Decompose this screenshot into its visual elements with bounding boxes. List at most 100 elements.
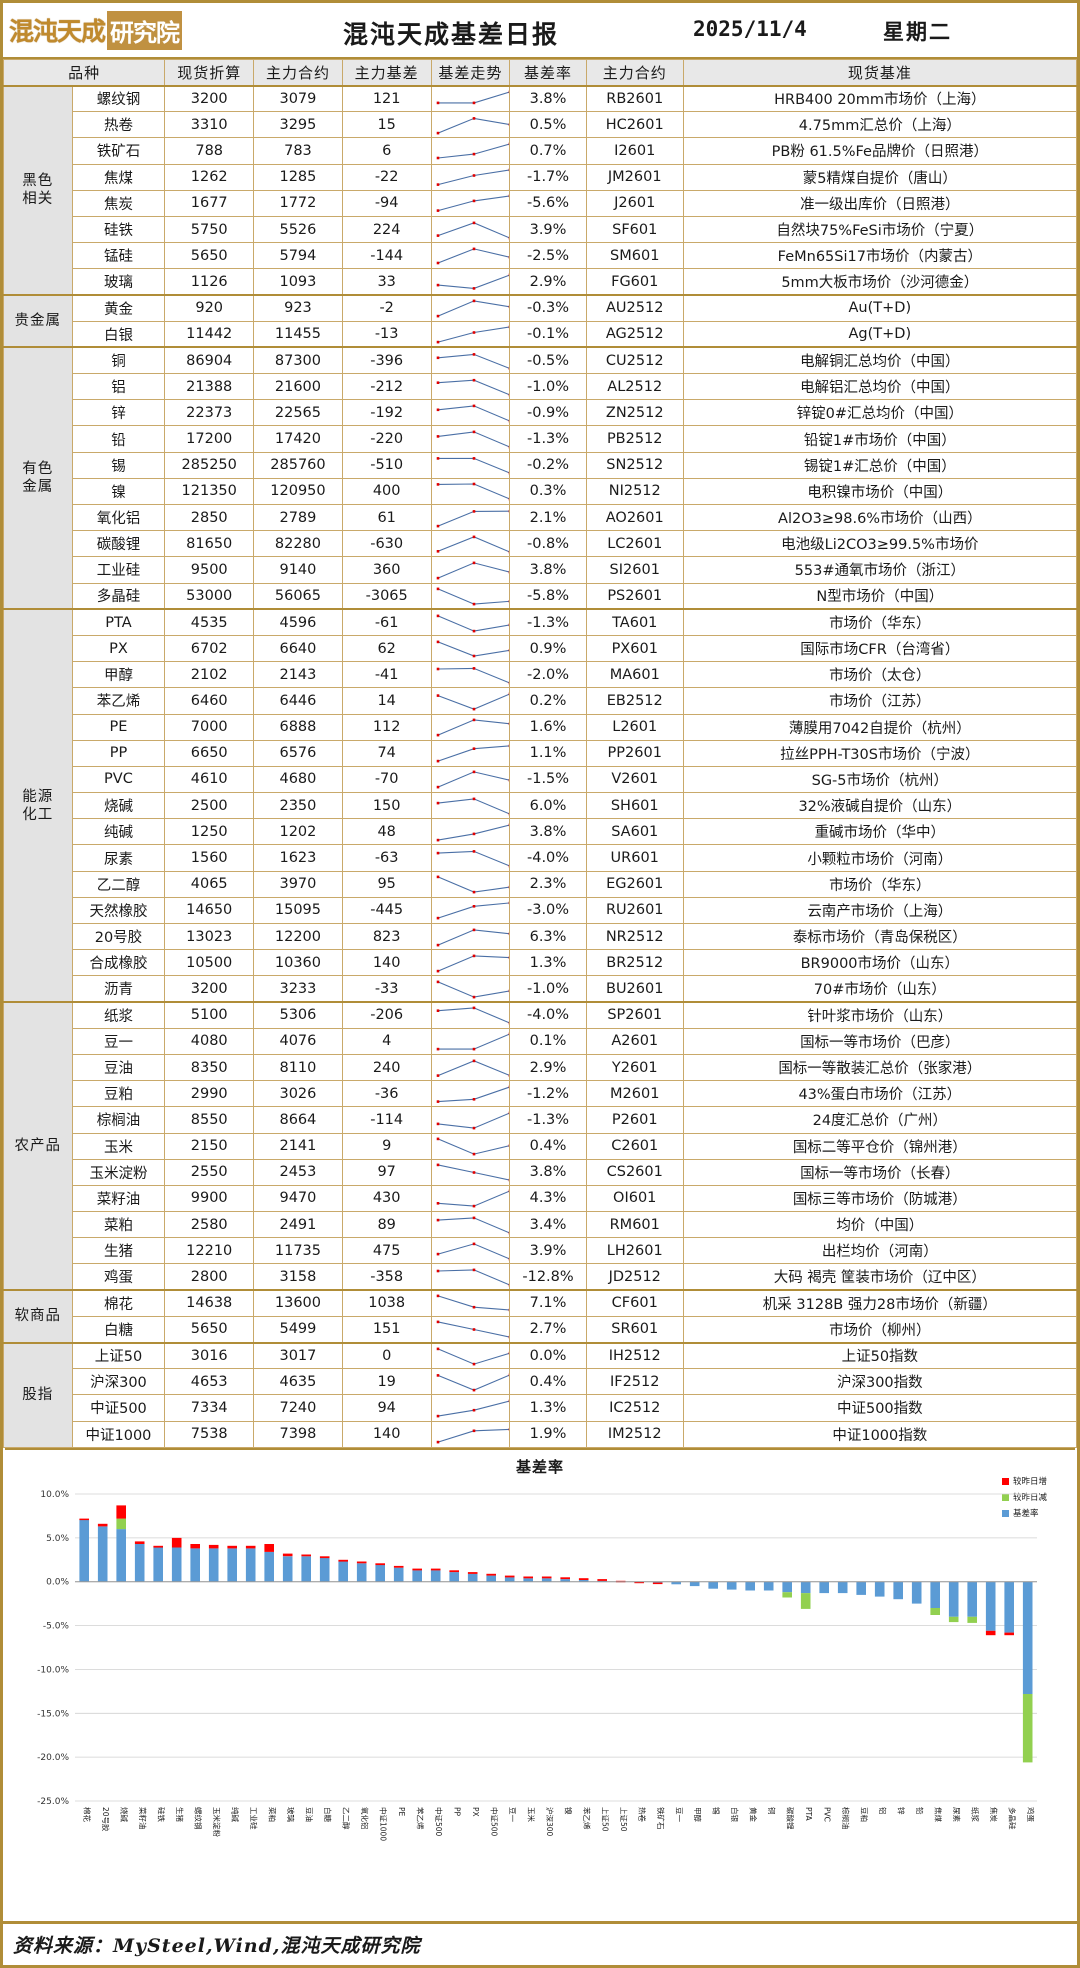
- variety-name: 豆粕: [71, 1080, 166, 1108]
- spot-benchmark: 重碱市场价（华中）: [682, 818, 1078, 846]
- basis-rate: -0.9%: [509, 399, 587, 427]
- basis-rate: 3.9%: [509, 215, 587, 244]
- legend-item-1: 较昨日减: [1001, 1490, 1047, 1506]
- spot-benchmark: 锡锭1#汇总价（中国）: [682, 451, 1078, 479]
- svg-text:-5.0%: -5.0%: [43, 1621, 70, 1631]
- contract-code: PB2512: [585, 425, 684, 453]
- spot-price: 8550: [164, 1106, 255, 1134]
- variety-name: 生猪: [71, 1237, 166, 1265]
- table-row: 锡 285250 285760 -510 -0.2% SN2512 锡锭1#汇总价（中国）: [4, 451, 1078, 479]
- basis-rate: 1.1%: [509, 739, 587, 767]
- main-basis: 112: [341, 713, 432, 741]
- variety-name: 玉米: [71, 1132, 166, 1160]
- svg-text:多晶硅: 多晶硅: [1007, 1807, 1017, 1830]
- contract-code: LC2601: [585, 530, 684, 558]
- spot-benchmark: Au(T+D): [682, 293, 1078, 322]
- source-footer: 资料来源：MySteel,Wind,混沌天成研究院: [3, 1921, 1077, 1965]
- spot-price: 3200: [164, 975, 255, 1003]
- spot-benchmark: 电积镍市场价（中国）: [682, 477, 1078, 506]
- svg-text:热卷: 热卷: [637, 1807, 647, 1823]
- spot-price: 11442: [164, 320, 255, 348]
- main-basis: -206: [341, 1001, 432, 1029]
- contract-code: L2601: [585, 713, 684, 741]
- spot-price: 7538: [164, 1420, 255, 1448]
- main-contract-price: 3017: [253, 1341, 343, 1370]
- main-basis: -22: [341, 163, 432, 191]
- contract-code: RU2601: [585, 896, 684, 925]
- group-label-0: 黑色 相关: [3, 84, 73, 296]
- basis-rate: 1.3%: [509, 1394, 587, 1422]
- contract-code: CS2601: [585, 1158, 684, 1186]
- table-row: 菜粕 2580 2491 89 3.4% RM601 均价（中国）: [4, 1211, 1078, 1239]
- variety-name: 菜粕: [71, 1211, 166, 1239]
- main-basis: 9: [341, 1132, 432, 1160]
- spot-price: 13023: [164, 922, 255, 951]
- group-label-5: 软商品: [3, 1289, 73, 1344]
- variety-name: 锌: [71, 399, 166, 427]
- main-contract-price: 1202: [253, 818, 343, 846]
- spot-benchmark: 准一级出库价（日照港）: [682, 189, 1078, 217]
- spot-benchmark: 电解铜汇总均价（中国）: [682, 346, 1078, 375]
- variety-name: 多晶硅: [71, 582, 166, 610]
- main-contract-price: 11455: [253, 320, 343, 348]
- contract-code: SR601: [585, 1315, 684, 1344]
- main-basis: 48: [341, 818, 432, 846]
- spot-price: 4653: [164, 1368, 255, 1396]
- spot-benchmark: PB粉 61.5%Fe品牌价（日照港）: [682, 137, 1078, 165]
- basis-trend-sparkline: [430, 713, 511, 741]
- basis-trend-sparkline: [430, 1315, 511, 1344]
- variety-name: PE: [71, 713, 166, 741]
- basis-rate: 0.3%: [509, 477, 587, 506]
- contract-code: RB2601: [585, 84, 684, 113]
- spot-benchmark: 云南产市场价（上海）: [682, 896, 1078, 925]
- svg-text:菜粕: 菜粕: [267, 1807, 277, 1822]
- spot-benchmark: Ag(T+D): [682, 320, 1078, 348]
- spot-benchmark: 针叶浆市场价（山东）: [682, 1001, 1078, 1029]
- basis-rate: 7.1%: [509, 1289, 587, 1317]
- table-row: 贵金属 黄金 920 923 -2 -0.3% AU2512 Au(T+D): [3, 293, 1078, 348]
- basis-trend-sparkline: [430, 268, 511, 296]
- svg-text:中证500: 中证500: [434, 1807, 444, 1837]
- table-row: 中证500 7334 7240 94 1.3% IC2512 中证500指数: [4, 1394, 1078, 1422]
- spot-benchmark: 上证50指数: [682, 1341, 1078, 1370]
- contract-code: OI601: [585, 1184, 684, 1213]
- spot-benchmark: 国标三等市场价（防城港）: [682, 1184, 1078, 1213]
- basis-rate: 1.3%: [509, 949, 587, 977]
- variety-name: 20号胶: [71, 922, 166, 951]
- chart-plot-area: 10.0% 5.0% 0.0% -5.0% -10.0% -15.0% -20.0% -25.…: [5, 1480, 1075, 1921]
- group-label-2: 有色 金属: [3, 346, 73, 610]
- main-contract-price: 1285: [253, 163, 343, 191]
- main-contract-price: 4680: [253, 765, 343, 794]
- spot-price: 21388: [164, 373, 255, 401]
- spot-benchmark: 国标二等平仓价（锦州港）: [682, 1132, 1078, 1160]
- svg-text:20号胶: 20号胶: [101, 1807, 111, 1832]
- svg-text:上证50: 上证50: [619, 1807, 628, 1832]
- variety-name: 纸浆: [71, 1001, 166, 1029]
- basis-rate: 1.6%: [509, 713, 587, 741]
- col-header-3: 主力基差: [341, 59, 432, 86]
- main-basis: -114: [341, 1106, 432, 1134]
- main-basis: -445: [341, 896, 432, 925]
- spot-price: 121350: [164, 477, 255, 506]
- svg-text:锡: 锡: [711, 1807, 720, 1815]
- main-basis: -510: [341, 451, 432, 479]
- main-contract-price: 1772: [253, 189, 343, 217]
- main-basis: 94: [341, 1394, 432, 1422]
- table-row: 尿素 1560 1623 -63 -4.0% UR601 小颗粒市场价（河南）: [4, 844, 1078, 872]
- variety-name: 镍: [71, 477, 166, 506]
- table-row: 硅铁 5750 5526 224 3.9% SF601 自然块75%FeSi市场价（宁夏）: [4, 215, 1078, 244]
- spot-benchmark: 国标一等市场价（巴彦）: [682, 1027, 1078, 1055]
- table-row: 20号胶 13023 12200 823 6.3% NR2512 泰标市场价（青岛保税区）: [4, 922, 1078, 951]
- spot-price: 1250: [164, 818, 255, 846]
- main-basis: 400: [341, 477, 432, 506]
- main-basis: 89: [341, 1211, 432, 1239]
- svg-text:硅铁: 硅铁: [156, 1807, 166, 1823]
- contract-code: SI2601: [585, 556, 684, 584]
- spot-price: 4065: [164, 870, 255, 898]
- spot-benchmark: 蒙5精煤自提价（唐山）: [682, 163, 1078, 191]
- variety-name: PX: [71, 634, 166, 663]
- basis-table: 品种 现货折算 主力合约 主力基差 基差走势 基差率 主力合约 现货基准 黑色 相关 螺纹钢 320…: [2, 59, 1078, 1448]
- main-basis: -358: [341, 1263, 432, 1291]
- contract-code: JM2601: [585, 163, 684, 191]
